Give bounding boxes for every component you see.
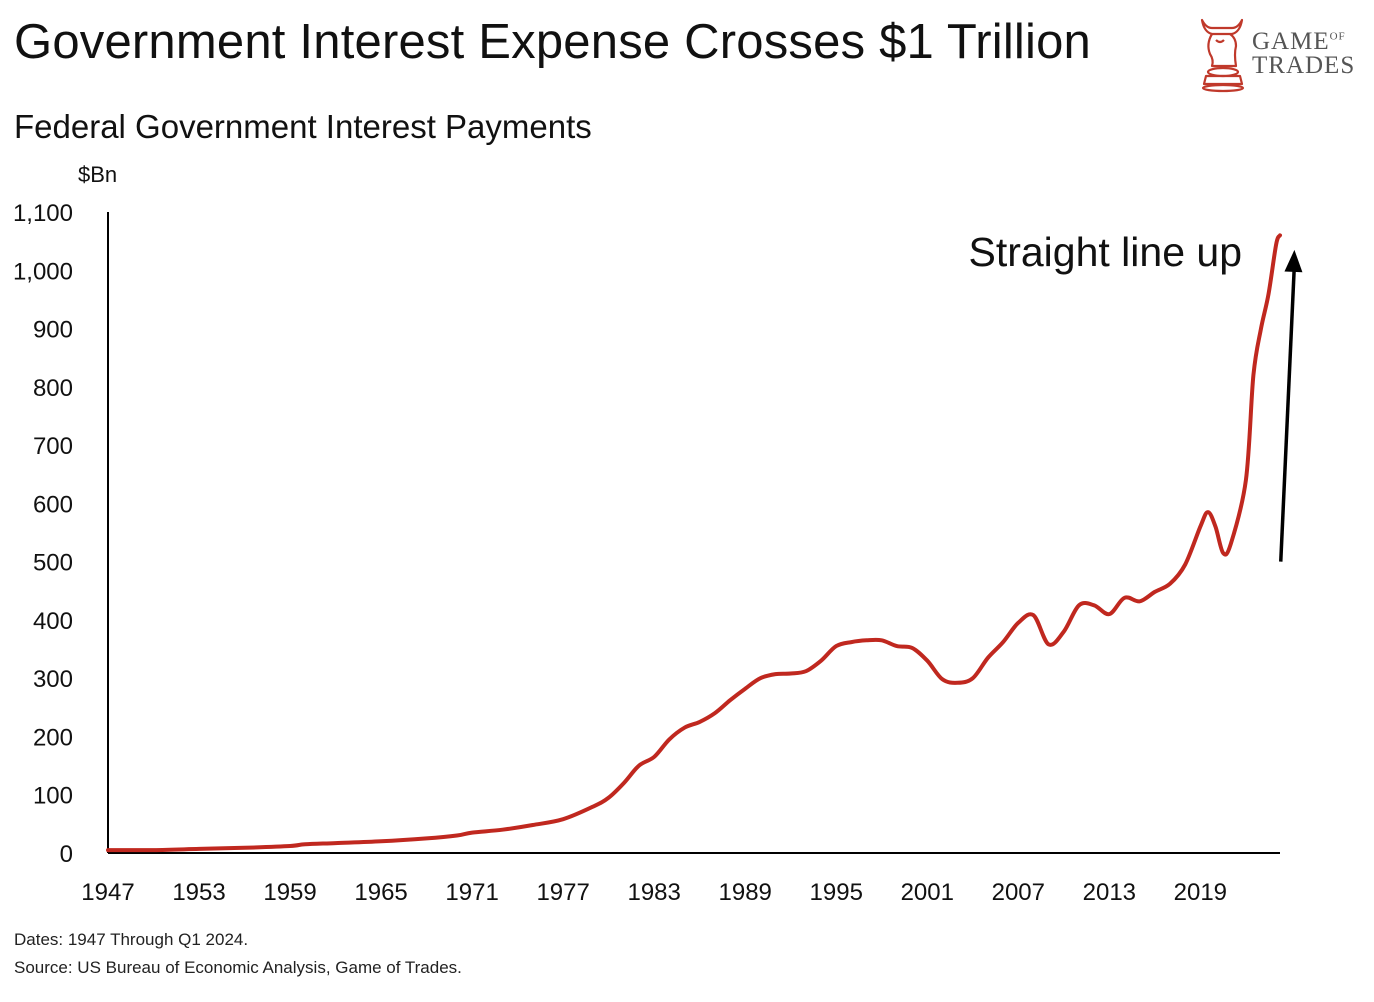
annotation-text: Straight line up	[968, 229, 1242, 275]
y-tick-label: 500	[33, 550, 73, 577]
y-tick-label: 1,000	[13, 258, 73, 285]
x-tick-label: 1953	[172, 879, 225, 906]
y-tick-label: 300	[33, 666, 73, 693]
y-tick-label: 200	[33, 724, 73, 751]
logo-text-line2: TRADES	[1252, 52, 1356, 79]
logo-text-line1: GAMEOF	[1252, 28, 1346, 55]
page-title: Government Interest Expense Crosses $1 T…	[14, 15, 1091, 69]
y-tick-label: 400	[33, 608, 73, 635]
x-tick-label: 1995	[810, 879, 863, 906]
annotation-arrow-shaft	[1279, 263, 1297, 562]
x-tick-label: 1989	[719, 879, 772, 906]
interest-payments-line	[106, 233, 1282, 853]
x-tick-label: 2001	[901, 879, 954, 906]
y-tick-label: 700	[33, 433, 73, 460]
x-tick-label: 1983	[627, 879, 680, 906]
bull-chess-knight-icon	[1200, 18, 1245, 93]
y-axis-label: $Bn	[78, 162, 117, 187]
y-tick-label: 100	[33, 783, 73, 810]
x-tick-label: 2007	[992, 879, 1045, 906]
x-tick-label: 1959	[263, 879, 316, 906]
y-tick-label: 600	[33, 491, 73, 518]
annotation-arrow-head	[1284, 249, 1303, 273]
y-tick-label: 0	[60, 841, 73, 868]
x-tick-label: 1977	[536, 879, 589, 906]
y-tick-label: 1,100	[13, 200, 73, 227]
x-tick-label: 1971	[445, 879, 498, 906]
x-tick-label: 2013	[1083, 879, 1136, 906]
y-tick-label: 900	[33, 317, 73, 344]
chart-subtitle: Federal Government Interest Payments	[14, 108, 592, 145]
source-note: Source: US Bureau of Economic Analysis, …	[14, 958, 462, 977]
x-tick-label: 2019	[1174, 879, 1227, 906]
x-tick-label: 1947	[81, 879, 134, 906]
dates-note: Dates: 1947 Through Q1 2024.	[14, 930, 249, 949]
y-tick-label: 800	[33, 375, 73, 402]
x-tick-label: 1965	[354, 879, 407, 906]
game-of-trades-logo	[1192, 10, 1362, 94]
